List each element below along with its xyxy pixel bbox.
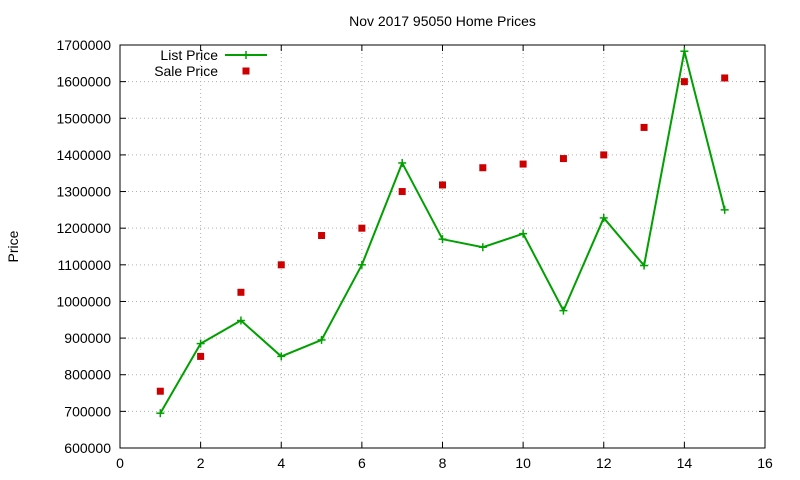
y-tick-label: 1100000 [58,257,112,273]
y-tick-label: 1400000 [56,147,111,163]
y-tick-label: 600000 [64,440,111,456]
y-tick-label: 1600000 [56,74,111,90]
list-price-point [156,409,165,418]
list-price-point [438,235,447,244]
axis-ticks: 0 2 4 6 8 10 12 14 16 600000 700000 800000 900000 100… [56,37,773,471]
y-tick-label: 900000 [64,330,111,346]
legend-label: Sale Price [154,63,218,79]
list-price-point [196,339,205,348]
x-tick-label: 12 [596,455,612,471]
x-tick-label: 14 [677,455,693,471]
y-tick-label: 1000000 [56,293,111,309]
x-tick-label: 8 [439,455,447,471]
x-tick-label: 0 [116,455,124,471]
sale-price-point [640,123,648,131]
list-price-point [640,261,649,270]
sale-price-point [519,160,527,168]
sale-price-point [197,352,205,360]
list-price-point [599,213,608,222]
y-tick-label: 1500000 [56,110,111,126]
y-tick-label: 1200000 [56,220,111,236]
x-tick-label: 6 [358,455,366,471]
x-tick-label: 16 [757,455,773,471]
legend-label: List Price [160,47,218,63]
y-tick-label: 1300000 [56,184,111,200]
list-price-point [478,243,487,252]
sale-price-point [479,164,487,172]
x-tick-label: 2 [197,455,205,471]
list-price-point [317,335,326,344]
sale-price-point [277,261,285,269]
list-price-point [720,205,729,214]
sale-price-point [398,188,406,196]
grid-lines [120,45,765,448]
y-tick-label: 800000 [64,367,111,383]
sale-price-point [721,74,729,82]
list-price-point [680,47,689,56]
y-tick-label: 1700000 [56,37,111,53]
x-tick-label: 4 [277,455,285,471]
list-price-point [357,260,366,269]
sale-price-point [439,181,446,189]
list-price-point [519,229,528,238]
sale-price-point [600,151,608,159]
sale-price-point [680,78,688,86]
list-price-point [398,158,407,167]
sale-price-point [237,288,245,296]
list-price-point [236,316,245,325]
legend-square-sample [242,67,250,75]
legend-cross-sample [242,51,250,59]
y-axis-label: Price [5,230,21,262]
sale-price-point [559,155,567,163]
series-layer [156,47,729,418]
chart-title: Nov 2017 95050 Home Prices [349,13,536,29]
list-price-point [277,352,286,361]
list-price-point [559,306,568,315]
y-tick-label: 700000 [64,403,111,419]
sale-price-point [318,232,326,240]
sale-price-point [358,224,366,232]
x-tick-label: 10 [515,455,531,471]
sale-price-point [156,387,164,395]
